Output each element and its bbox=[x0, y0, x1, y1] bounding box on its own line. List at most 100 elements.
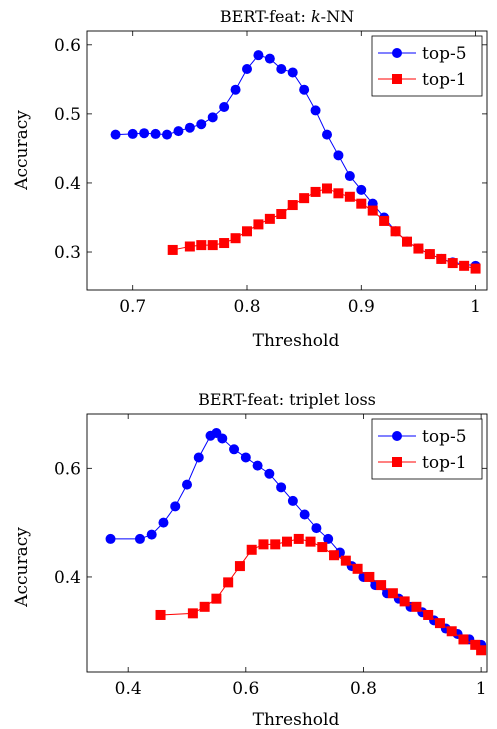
legend-marker-top-1 bbox=[392, 74, 402, 84]
legend: top-5 top-1 bbox=[371, 418, 483, 480]
legend: top-5 top-1 bbox=[371, 35, 483, 97]
data-point-top-5 bbox=[276, 63, 287, 74]
data-point-top-5 bbox=[134, 533, 145, 544]
data-point-top-5 bbox=[356, 184, 367, 195]
x-tick-label: 0.6 bbox=[232, 679, 259, 699]
data-point-top-1 bbox=[258, 539, 269, 550]
data-point-top-1 bbox=[234, 561, 245, 572]
data-point-top-1 bbox=[282, 536, 292, 547]
data-point-top-5 bbox=[230, 84, 241, 95]
data-point-top-1 bbox=[310, 186, 321, 197]
data-point-top-5 bbox=[196, 119, 207, 130]
data-point-top-5 bbox=[139, 128, 150, 139]
data-point-top-5 bbox=[146, 529, 157, 540]
data-point-top-1 bbox=[207, 240, 218, 251]
data-point-top-1 bbox=[390, 226, 401, 237]
y-tick-label: 0.6 bbox=[54, 36, 81, 56]
data-point-top-5 bbox=[310, 105, 321, 116]
data-point-top-1 bbox=[402, 236, 412, 247]
data-point-top-1 bbox=[187, 608, 198, 619]
data-point-top-5 bbox=[182, 479, 192, 490]
data-point-top-5 bbox=[252, 460, 263, 471]
data-point-top-5 bbox=[323, 533, 334, 544]
data-point-top-1 bbox=[423, 609, 434, 620]
data-point-top-1 bbox=[322, 183, 332, 194]
data-point-top-5 bbox=[333, 150, 344, 161]
data-point-top-1 bbox=[376, 580, 387, 591]
data-point-top-1 bbox=[340, 555, 351, 566]
data-point-top-1 bbox=[211, 593, 222, 604]
legend-box bbox=[371, 35, 483, 97]
data-point-top-1 bbox=[470, 263, 481, 274]
data-point-top-5 bbox=[219, 101, 230, 112]
data-point-top-1 bbox=[276, 209, 287, 220]
data-point-top-1 bbox=[184, 241, 195, 252]
data-point-top-5 bbox=[344, 171, 355, 182]
data-point-top-1 bbox=[155, 609, 166, 620]
data-point-top-1 bbox=[230, 233, 241, 244]
x-tick-label: 0.9 bbox=[348, 297, 375, 317]
y-tick-label: 0.4 bbox=[54, 174, 81, 194]
data-point-top-5 bbox=[193, 452, 204, 463]
legend-label-top-1: top-1 bbox=[422, 70, 467, 90]
data-point-top-5 bbox=[127, 128, 138, 139]
legend-label-top-1: top-1 bbox=[422, 453, 467, 473]
data-point-top-1 bbox=[305, 536, 316, 547]
data-point-top-1 bbox=[470, 639, 481, 650]
data-point-top-1 bbox=[219, 238, 230, 249]
data-point-top-1 bbox=[399, 596, 410, 607]
data-point-top-1 bbox=[364, 571, 375, 582]
data-point-top-5 bbox=[276, 482, 287, 493]
x-axis-label: Threshold bbox=[253, 710, 340, 729]
data-point-top-5 bbox=[170, 501, 181, 512]
data-point-top-1 bbox=[199, 601, 210, 612]
data-point-top-1 bbox=[379, 215, 390, 226]
plot-frame bbox=[86, 30, 488, 291]
data-point-top-5 bbox=[184, 122, 195, 133]
data-point-top-5 bbox=[110, 129, 121, 140]
y-tick-label: 0.5 bbox=[54, 105, 81, 125]
data-point-top-1 bbox=[270, 539, 281, 550]
chart-knn: BERT-feat: k-NN Accuracy Threshold 0.7 0.… bbox=[12, 7, 488, 351]
legend-marker-top-1 bbox=[392, 457, 402, 467]
data-point-top-1 bbox=[411, 601, 422, 612]
data-point-top-5 bbox=[173, 126, 184, 137]
data-point-top-5 bbox=[299, 84, 310, 95]
data-point-top-1 bbox=[223, 577, 234, 588]
legend-label-top-5: top-5 bbox=[422, 44, 467, 64]
data-point-top-5 bbox=[287, 495, 298, 506]
data-point-top-1 bbox=[434, 618, 445, 629]
data-point-top-5 bbox=[217, 433, 228, 444]
data-point-top-5 bbox=[105, 533, 116, 544]
y-axis-label: Accuracy bbox=[12, 110, 32, 191]
data-point-top-1 bbox=[424, 249, 435, 260]
data-point-top-5 bbox=[264, 468, 275, 479]
data-point-top-5 bbox=[287, 67, 298, 78]
x-tick-label: 0.8 bbox=[233, 297, 260, 317]
legend-marker-top-5 bbox=[392, 48, 402, 58]
x-axis-label: Threshold bbox=[253, 331, 340, 351]
data-point-top-1 bbox=[459, 260, 470, 271]
data-point-top-1 bbox=[436, 253, 447, 264]
data-point-top-1 bbox=[447, 258, 458, 269]
data-point-top-1 bbox=[317, 542, 328, 553]
data-point-top-1 bbox=[458, 634, 469, 645]
data-point-top-5 bbox=[162, 129, 172, 140]
data-point-top-1 bbox=[329, 550, 340, 561]
x-tick-label: 0.8 bbox=[350, 679, 377, 699]
data-point-top-1 bbox=[446, 626, 457, 637]
chart-triplet-loss: BERT-feat: triplet loss Accuracy Thresho… bbox=[12, 390, 488, 729]
data-point-top-5 bbox=[322, 129, 332, 140]
data-point-top-5 bbox=[311, 523, 322, 534]
y-axis-label: Accuracy bbox=[12, 527, 32, 608]
data-point-top-5 bbox=[242, 63, 252, 74]
y-tick-label: 0.6 bbox=[54, 459, 81, 479]
data-point-top-1 bbox=[246, 544, 257, 555]
data-point-top-5 bbox=[253, 50, 264, 61]
data-point-top-1 bbox=[242, 226, 252, 237]
data-point-top-5 bbox=[240, 452, 251, 463]
x-tick-label: 1 bbox=[476, 679, 487, 699]
data-point-top-1 bbox=[287, 200, 298, 211]
data-point-top-1 bbox=[344, 191, 355, 202]
